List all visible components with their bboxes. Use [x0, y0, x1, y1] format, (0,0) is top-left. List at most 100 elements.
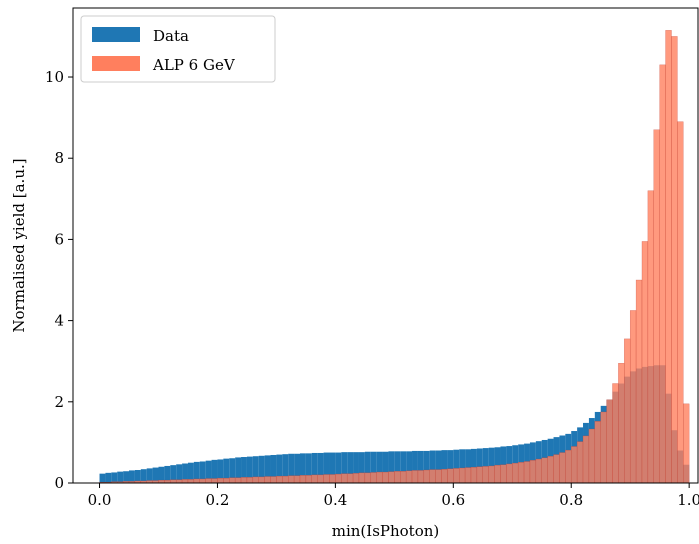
alp-bar [411, 470, 419, 484]
data-bar [170, 465, 177, 483]
data-bar [364, 451, 371, 483]
alp-bar [417, 470, 425, 484]
data-bar [341, 452, 348, 483]
data-bar [488, 447, 495, 483]
data-bar [288, 453, 295, 483]
data-bar [205, 460, 212, 483]
alp-bar [193, 478, 200, 484]
data-bar [182, 463, 188, 483]
y-tick-label: 8 [54, 149, 64, 167]
alp-bar [547, 456, 554, 484]
data-bar [294, 453, 301, 483]
alp-bar [588, 428, 596, 484]
data-bar [282, 454, 289, 483]
x-axis-label: min(IsPhoton) [332, 522, 440, 540]
y-tick-label: 0 [54, 474, 64, 492]
alp-bar [641, 241, 649, 484]
data-bar [146, 468, 153, 483]
data-bar [199, 461, 206, 483]
alp-bar [376, 471, 383, 484]
alp-series-bars [99, 30, 690, 484]
alp-bar [252, 476, 259, 484]
alp-bar [635, 279, 643, 484]
data-bar [276, 454, 283, 483]
alp-bar [512, 462, 519, 484]
axes-frame [72, 7, 699, 484]
alp-bar [293, 475, 301, 484]
data-bar [217, 459, 224, 483]
alp-bar [659, 64, 666, 484]
alp-bar [181, 479, 189, 484]
alp-bar [523, 461, 531, 484]
data-bar [300, 453, 306, 483]
alp-bar [382, 471, 389, 484]
alp-bar [388, 471, 395, 484]
data-bar [264, 455, 271, 483]
data-bar [117, 471, 124, 483]
alp-bar [405, 470, 413, 484]
data-bar [412, 450, 418, 483]
alp-bar [282, 475, 289, 484]
alp-bar [364, 472, 371, 484]
y-axis-ticks: 0 2 4 6 8 10 [45, 68, 73, 492]
y-tick-label: 4 [54, 312, 64, 330]
alp-bar [606, 399, 613, 484]
alp-bar [305, 475, 312, 484]
data-bar [105, 472, 112, 483]
alp-bar [553, 454, 560, 484]
alp-bar [559, 452, 566, 484]
y-axis-label: Normalised yield [a.u.] [10, 158, 28, 332]
data-bar [270, 454, 277, 483]
legend-label-alp: ALP 6 GeV [152, 56, 236, 74]
alp-bar [205, 478, 212, 484]
legend: Data ALP 6 GeV [80, 15, 276, 83]
alp-bar [494, 464, 501, 484]
data-bar [241, 457, 247, 483]
alp-bar [270, 476, 277, 484]
alp-bar [671, 36, 678, 484]
x-tick-label: 0.6 [441, 491, 465, 509]
alp-bar [199, 478, 206, 484]
x-axis-ticks: 0.0 0.2 0.4 0.6 0.8 1.0 [88, 483, 699, 509]
alp-bar [217, 477, 224, 484]
data-bar [193, 461, 200, 483]
alp-bar [276, 475, 283, 484]
data-bar [447, 450, 454, 483]
alp-bar [258, 476, 265, 484]
alp-bar [500, 464, 507, 484]
data-bar [476, 448, 483, 483]
alp-bar [335, 473, 342, 484]
data-bar [441, 450, 448, 483]
data-bar [235, 457, 242, 483]
alp-bar [482, 466, 489, 484]
alp-bar [529, 460, 537, 484]
alp-bar [311, 474, 318, 484]
alp-bar [453, 468, 460, 484]
data-bar [376, 451, 383, 483]
alp-bar [470, 466, 478, 484]
alp-bar [288, 475, 295, 484]
alp-bar [358, 472, 366, 484]
alp-bar [323, 474, 330, 484]
alp-bar [246, 477, 254, 484]
legend-swatch-alp [92, 56, 140, 71]
alp-bar [394, 471, 401, 484]
x-tick-label: 0.4 [323, 491, 347, 509]
data-bar [223, 458, 230, 483]
alp-bar [653, 129, 660, 484]
alp-bar [400, 471, 407, 484]
data-bar [129, 470, 135, 483]
data-bar [258, 455, 265, 483]
y-tick-label: 10 [45, 68, 64, 86]
alp-bar [429, 469, 436, 484]
y-tick-label: 2 [54, 393, 64, 411]
alp-bar [223, 477, 230, 484]
alp-bar [488, 465, 495, 484]
x-tick-label: 0.2 [206, 491, 230, 509]
alp-bar [187, 479, 195, 484]
alp-bar [229, 477, 236, 484]
data-bar [459, 449, 466, 483]
alp-bar [240, 477, 248, 484]
alp-bar [476, 466, 483, 484]
